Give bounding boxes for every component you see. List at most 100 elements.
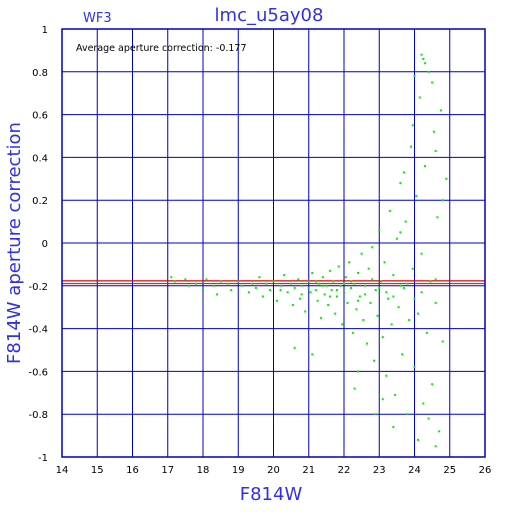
scatter-point bbox=[431, 383, 434, 386]
scatter-point bbox=[402, 171, 405, 174]
y-tick-label: -0.2 bbox=[28, 282, 48, 293]
x-tick-labels: 14 15 16 17 18 19 20 21 22 23 24 25 26 bbox=[56, 465, 492, 476]
scatter-point bbox=[420, 291, 423, 294]
y-tick-label: -1 bbox=[38, 453, 48, 464]
scatter-point bbox=[328, 295, 331, 298]
x-tick-label: 22 bbox=[338, 465, 351, 476]
scatter-point bbox=[406, 413, 409, 416]
scatter-point bbox=[328, 269, 331, 272]
scatter-point bbox=[240, 284, 243, 287]
scatter-point bbox=[445, 177, 448, 180]
scatter-point bbox=[332, 280, 335, 283]
scatter-point bbox=[417, 438, 420, 441]
scatter-point bbox=[314, 289, 317, 292]
scatter-point bbox=[415, 194, 418, 197]
scatter-point bbox=[388, 209, 391, 212]
scatter-point bbox=[187, 284, 190, 287]
scatter-point bbox=[402, 286, 405, 289]
x-tick-label: 17 bbox=[161, 465, 174, 476]
scatter-point bbox=[371, 246, 374, 249]
scatter-point bbox=[357, 370, 360, 373]
scatter-point bbox=[307, 280, 310, 283]
scatter-point bbox=[212, 284, 215, 287]
scatter-point bbox=[413, 75, 416, 78]
scatter-point bbox=[348, 261, 351, 264]
scatter-point bbox=[436, 216, 439, 219]
scatter-point bbox=[350, 280, 353, 283]
scatter-point bbox=[422, 402, 425, 405]
scatter-point bbox=[353, 387, 356, 390]
scatter-point bbox=[431, 81, 434, 84]
x-tick-label: 15 bbox=[91, 465, 104, 476]
scatter-point bbox=[376, 314, 379, 317]
scatter-point bbox=[335, 295, 338, 298]
scatter-point bbox=[411, 267, 414, 270]
scatter-point bbox=[194, 282, 197, 285]
y-tick-label: 0.2 bbox=[32, 196, 48, 207]
scatter-point bbox=[304, 310, 307, 313]
x-tick-label: 16 bbox=[126, 465, 139, 476]
y-tick-label: 0.6 bbox=[32, 111, 48, 122]
scatter-point bbox=[418, 96, 421, 99]
scatter-point bbox=[378, 286, 381, 289]
scatter-point bbox=[360, 252, 363, 255]
scatter-point bbox=[337, 265, 340, 268]
y-tick-labels: -1 -0.8 -0.6 -0.4 -0.2 0 0.2 0.4 0.6 0.8 1 bbox=[28, 25, 48, 464]
scatter-point bbox=[367, 267, 370, 270]
scatter-point bbox=[290, 282, 293, 285]
scatter-point bbox=[291, 304, 294, 307]
scatter-point bbox=[265, 282, 268, 285]
y-tick-label: 0.4 bbox=[32, 153, 48, 164]
scatter-point bbox=[424, 164, 427, 167]
scatter-point bbox=[401, 353, 404, 356]
scatter-point bbox=[385, 291, 388, 294]
scatter-point bbox=[309, 291, 312, 294]
scatter-point bbox=[205, 278, 208, 281]
scatter-point bbox=[298, 297, 301, 300]
scatter-point bbox=[357, 271, 360, 274]
scatter-point bbox=[413, 297, 416, 300]
scatter-point bbox=[422, 57, 425, 60]
x-tick-label: 19 bbox=[232, 465, 245, 476]
scatter-point bbox=[362, 319, 365, 322]
x-tick-label: 14 bbox=[56, 465, 69, 476]
scatter-point bbox=[424, 62, 427, 65]
scatter-point bbox=[399, 231, 402, 234]
scatter-point bbox=[434, 278, 437, 281]
scatter-point bbox=[272, 280, 275, 283]
average-correction-annotation: Average aperture correction: -0.177 bbox=[76, 43, 247, 54]
scatter-point bbox=[351, 331, 354, 334]
scatter-point bbox=[392, 295, 395, 298]
scatter-point bbox=[293, 286, 296, 289]
scatter-point bbox=[381, 398, 384, 401]
scatter-point bbox=[434, 301, 437, 304]
scatter-point bbox=[390, 323, 393, 326]
scatter-point bbox=[321, 276, 324, 279]
scatter-point bbox=[344, 276, 347, 279]
scatter-point bbox=[369, 301, 372, 304]
x-tick-label: 18 bbox=[197, 465, 210, 476]
scatter-point bbox=[286, 291, 289, 294]
scatter-point bbox=[357, 299, 360, 302]
y-tick-label: -0.4 bbox=[28, 325, 48, 336]
y-tick-label: -0.6 bbox=[28, 367, 48, 378]
y-tick-label: 0 bbox=[42, 239, 48, 250]
scatter-point bbox=[395, 237, 398, 240]
scatter-point bbox=[318, 282, 321, 285]
scatter-point bbox=[411, 124, 414, 127]
scatter-point bbox=[404, 220, 407, 223]
scatter-point bbox=[406, 282, 409, 285]
scatter-point bbox=[276, 299, 279, 302]
scatter-point bbox=[251, 282, 254, 285]
scatter-point bbox=[427, 417, 430, 420]
scatter-point bbox=[434, 445, 437, 448]
scatter-point bbox=[261, 295, 264, 298]
scatter-point bbox=[297, 278, 300, 281]
scatter-point bbox=[343, 282, 345, 285]
scatter-point bbox=[254, 286, 257, 289]
scatter-point bbox=[355, 308, 358, 311]
scatter-point bbox=[439, 109, 442, 112]
scatter-point bbox=[441, 199, 444, 202]
